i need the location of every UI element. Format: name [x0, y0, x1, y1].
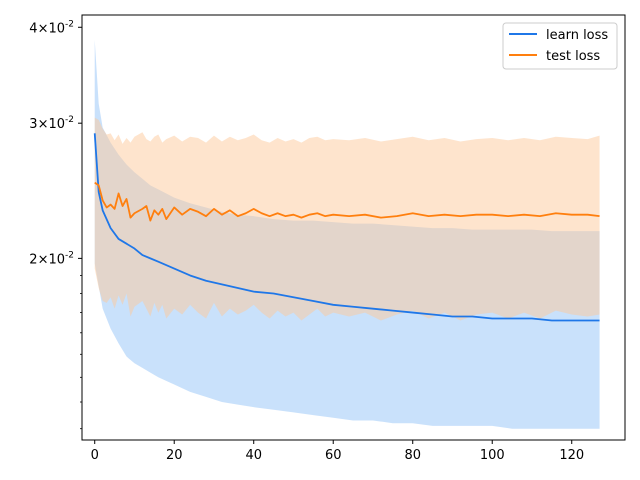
line-series-1	[93, 133, 600, 322]
x-tick-label: 120	[559, 448, 584, 463]
y-axis: 2×10-2 3×10-2 4×10-2	[29, 19, 82, 430]
x-tick-label: 0	[91, 448, 99, 463]
plot-frame	[81, 14, 626, 441]
x-tick-label: 100	[480, 448, 505, 463]
legend-label-2: test loss	[546, 49, 600, 64]
legend: learn loss test loss	[502, 22, 618, 70]
x-tick-label: 40	[245, 448, 262, 463]
legend-label-1: learn loss	[546, 28, 608, 43]
series-lines	[93, 133, 600, 322]
line-series-2	[94, 181, 600, 222]
confidence-bands	[94, 40, 600, 429]
y-tick-label: 4×10-2	[29, 19, 74, 36]
x-tick-label: 60	[325, 448, 342, 463]
x-tick-label: 80	[404, 448, 421, 463]
x-tick-label: 20	[166, 448, 183, 463]
x-axis: 0 20 40 60 80 100 120	[91, 440, 584, 463]
band-series-2	[94, 117, 600, 321]
y-tick-label: 3×10-2	[29, 115, 74, 132]
y-tick-label: 2×10-2	[29, 250, 74, 267]
